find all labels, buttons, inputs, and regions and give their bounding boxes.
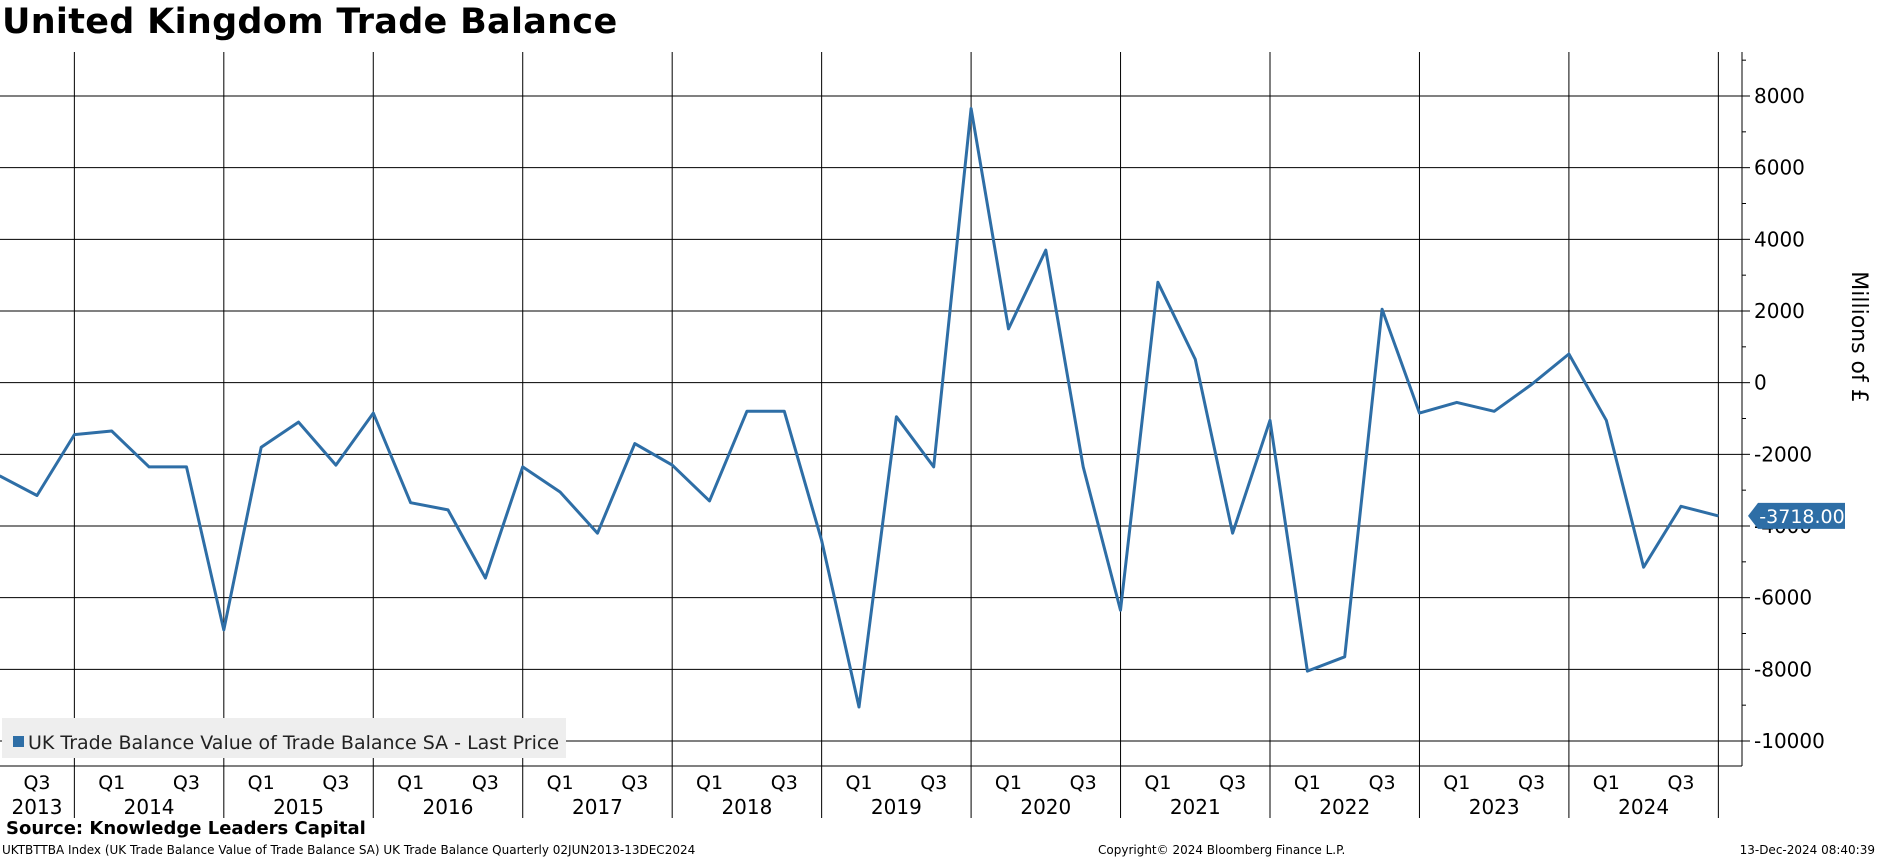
x-quarter-label: Q1 [696, 772, 723, 794]
x-quarter-label: Q3 [472, 772, 499, 794]
x-quarter-label: Q3 [1070, 772, 1097, 794]
x-quarter-label: Q3 [1369, 772, 1396, 794]
x-quarter-label: Q3 [1518, 772, 1545, 794]
x-quarter-label: Q3 [173, 772, 200, 794]
x-year-label: 2015 [273, 795, 324, 819]
legend-label: UK Trade Balance Value of Trade Balance … [28, 732, 559, 754]
x-quarter-label: Q1 [98, 772, 125, 794]
x-quarter-label: Q1 [397, 772, 424, 794]
legend-box [2, 718, 566, 758]
x-quarter-label: Q3 [920, 772, 947, 794]
last-value-label: -3718.00 [1759, 506, 1844, 528]
y-tick-label: 8000 [1754, 84, 1805, 108]
x-year-label: 2014 [124, 795, 175, 819]
series-line [0, 107, 1719, 709]
x-year-label: 2016 [423, 795, 474, 819]
x-year-label: 2021 [1170, 795, 1221, 819]
x-year-label: 2018 [721, 795, 772, 819]
source-label: Source: Knowledge Leaders Capital [6, 818, 366, 839]
x-quarter-label: Q3 [1219, 772, 1246, 794]
x-year-label: 2023 [1469, 795, 1520, 819]
x-quarter-label: Q1 [248, 772, 275, 794]
x-quarter-label: Q1 [845, 772, 872, 794]
y-tick-label: -2000 [1754, 442, 1812, 466]
footer-description: UKTBTTBA Index (UK Trade Balance Value o… [2, 843, 696, 857]
legend-swatch [13, 736, 24, 747]
y-tick-label: 0 [1754, 371, 1767, 395]
chart-title: United Kingdom Trade Balance [2, 2, 618, 42]
last-value-tag [1748, 502, 1845, 529]
footer-copyright: Copyright© 2024 Bloomberg Finance L.P. [1098, 843, 1346, 857]
y-tick-label: 2000 [1754, 299, 1805, 323]
footer-timestamp: 13-Dec-2024 08:40:39 [1739, 843, 1875, 857]
y-tick-label: 6000 [1754, 156, 1805, 180]
x-quarter-label: Q1 [1443, 772, 1470, 794]
y-axis-label: Millions of £ [1846, 271, 1871, 402]
x-quarter-label: Q3 [621, 772, 648, 794]
x-quarter-label: Q1 [1144, 772, 1171, 794]
x-quarter-label: Q3 [1667, 772, 1694, 794]
x-quarter-label: Q1 [1593, 772, 1620, 794]
y-tick-label: -8000 [1754, 657, 1812, 681]
x-year-label: 2022 [1319, 795, 1370, 819]
y-tick-label: -10000 [1754, 729, 1825, 753]
x-quarter-label: Q1 [1294, 772, 1321, 794]
x-quarter-label: Q1 [995, 772, 1022, 794]
y-tick-label: 4000 [1754, 227, 1805, 251]
x-quarter-label: Q3 [322, 772, 349, 794]
x-quarter-label: Q1 [547, 772, 574, 794]
x-year-label: 2013 [12, 795, 63, 819]
x-quarter-label: Q3 [23, 772, 50, 794]
x-year-label: 2024 [1618, 795, 1669, 819]
x-year-label: 2019 [871, 795, 922, 819]
x-year-label: 2017 [572, 795, 623, 819]
x-quarter-label: Q3 [771, 772, 798, 794]
y-tick-label: -6000 [1754, 586, 1812, 610]
x-year-label: 2020 [1020, 795, 1071, 819]
